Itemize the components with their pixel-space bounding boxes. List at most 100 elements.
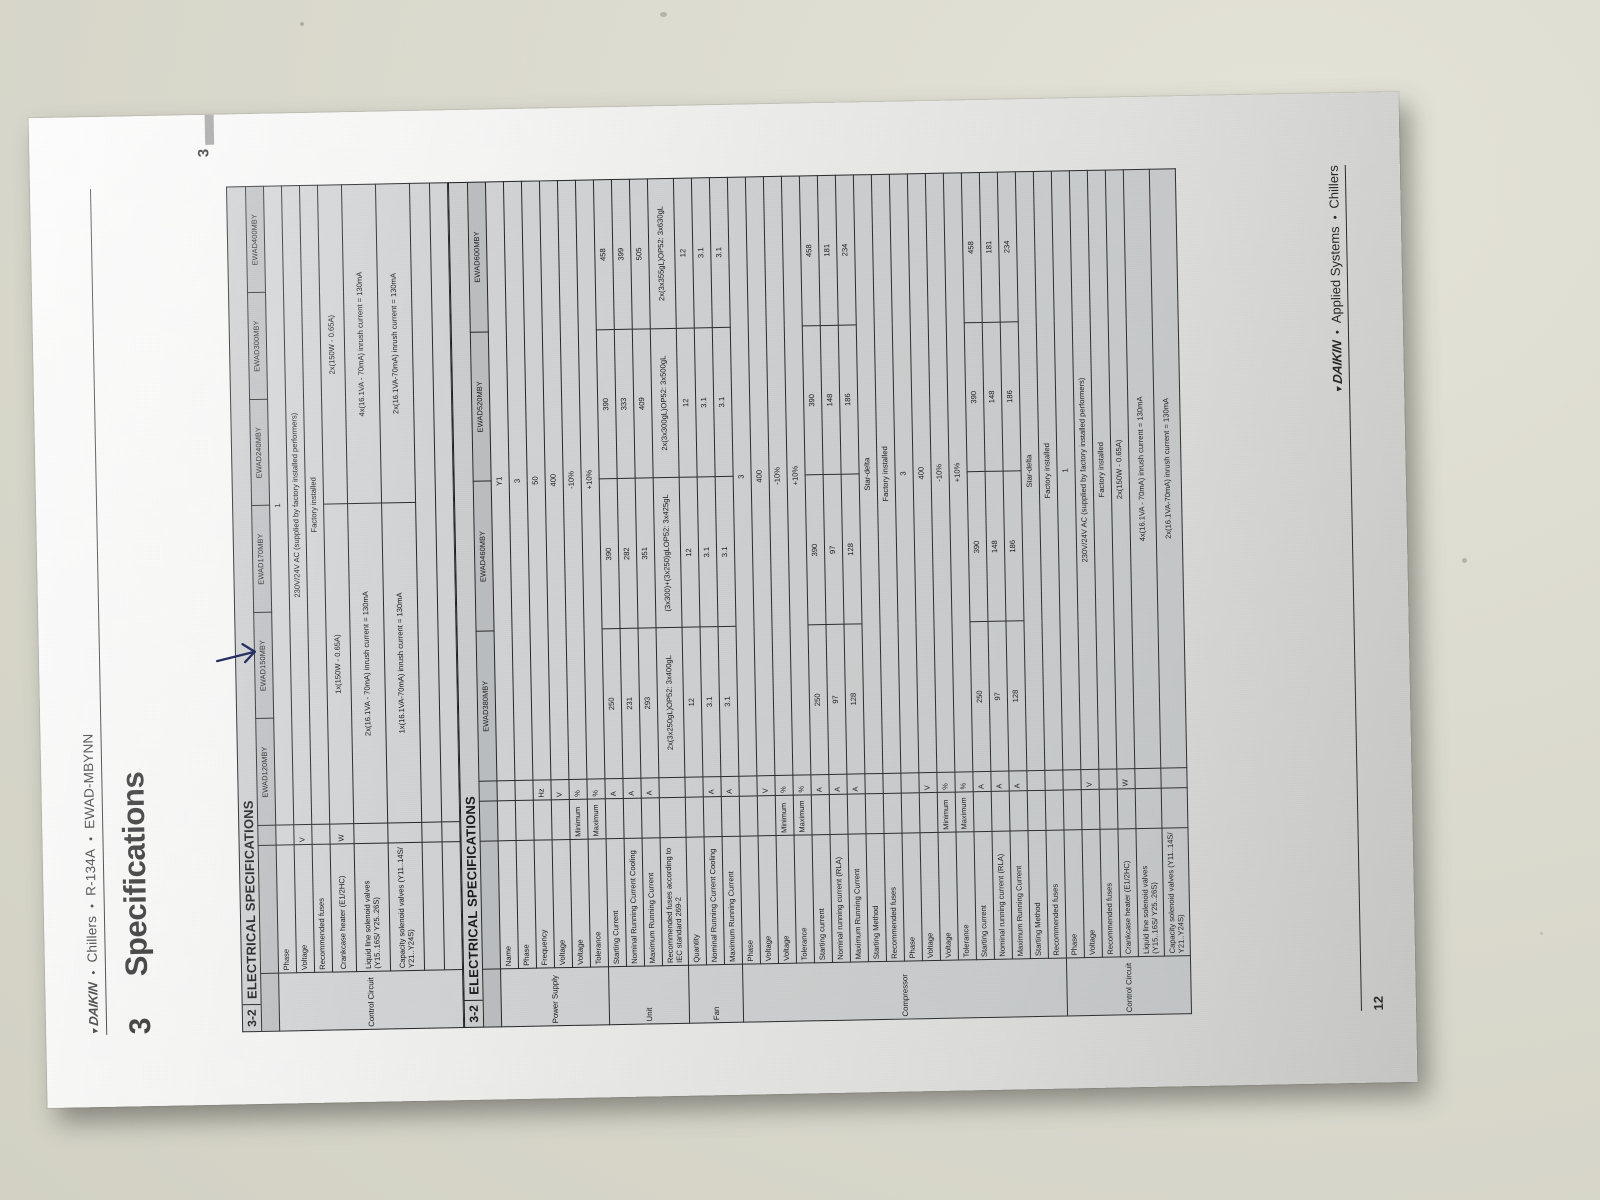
table2-s0-r2-unit: Hz <box>532 779 552 801</box>
header-separator: • <box>85 836 98 841</box>
table2-s0-r0-sub <box>497 800 517 841</box>
table2-s0-r5-sub: Maximum <box>587 798 607 840</box>
table2-s3-r5-unit: A <box>828 774 848 795</box>
table2-group-compressor: Compressor <box>742 957 1068 1023</box>
table1-col-2: EWAD170MBY <box>251 505 272 613</box>
table2-s2-r0-sub <box>685 796 705 838</box>
page-footer: DAIKIN • Applied Systems • Chillers <box>1325 164 1363 1012</box>
table2-number: 3-2 <box>464 999 484 1028</box>
table2-group-power-supply: Power Supply <box>500 966 610 1027</box>
table2-s3-r6-sub <box>847 793 867 835</box>
table2-s3-r13-sub <box>973 791 992 832</box>
table2-body: Power Supply Name Y1 Phase 3 Frequency Hz 50 Vol… <box>485 168 1192 1027</box>
table2-s3-r8-sub <box>883 793 903 834</box>
header-crumb-chillers: Chillers <box>83 915 100 963</box>
table1-corner-unit <box>257 825 277 846</box>
table2-wrapper: 3-2 ELECTRICAL SPECIFICATIONS EWAD380MBY… <box>447 168 1193 1029</box>
table2-s2-r1-sub <box>703 796 723 837</box>
table2-s4-r0-sub <box>1063 789 1082 830</box>
printed-page-photo: DAIKIN • Chillers • R-134A • EWAD-MBYNN … <box>28 91 1418 1109</box>
table2-s3-r2-sub: Minimum <box>775 795 795 836</box>
table2-s4-r4-label: Liquid line solenoid valves (Y15..16S/ Y… <box>1135 828 1165 957</box>
table2-s1-r0-unit: A <box>604 778 624 799</box>
table1-filler2-unit <box>441 821 461 842</box>
table2-corner-unit <box>478 780 498 802</box>
table2-s3-r1-unit: V <box>756 775 776 796</box>
table2-s0-r3-sub <box>551 799 571 840</box>
table2-s4-r2-sub <box>1099 788 1118 830</box>
page-number: 12 <box>1370 995 1386 1011</box>
table2-s3-r16-unit <box>1026 770 1046 791</box>
table1-col-4: EWAD300MBY <box>247 292 268 400</box>
table2-s0-r5-unit: % <box>586 778 606 800</box>
footer-crumb-applied-systems: Applied Systems <box>1326 226 1344 324</box>
table2-s3-r17-sub <box>1045 790 1064 831</box>
table2-s1-r2-sub <box>641 797 661 839</box>
table1-col-5: EWAD400MBY <box>245 186 266 294</box>
table2-s0-r4-unit: % <box>568 779 588 800</box>
table1-filler-label <box>422 841 445 971</box>
daikin-logo-footer: DAIKIN <box>1329 340 1345 394</box>
table2-s3-r14-sub <box>991 791 1010 832</box>
table2-s3-r1-sub <box>757 795 777 836</box>
table2-s3-r15-unit: A <box>1008 770 1028 792</box>
table1-row2-unit <box>311 824 331 845</box>
table2-s1-r2-unit: A <box>640 777 660 799</box>
table1-corner <box>260 973 280 1032</box>
table2-s3-r11-sub: Minimum <box>937 792 956 833</box>
table2-s3-r14-unit: A <box>990 771 1010 792</box>
table2-s3-r6-unit: A <box>846 773 866 795</box>
table2-s3-r13-unit: A <box>972 771 992 792</box>
table2-s4-r5-unit <box>1160 767 1188 789</box>
table1-number: 3-2 <box>242 1003 262 1032</box>
table2-s1-r1-unit: A <box>622 778 642 799</box>
table2-group-fan: Fan <box>688 964 744 1024</box>
table2-s4-r2-unit <box>1098 768 1118 790</box>
dust-speck <box>1540 932 1543 935</box>
table1-group-control-circuit: Control Circuit <box>278 969 464 1032</box>
table2-s3-r10-unit: V <box>918 772 938 793</box>
table2-title: ELECTRICAL SPECIFICATIONS <box>462 795 482 996</box>
table2-s4-r5-label: Capacity solenoid valves (Y11..14S/ Y21.… <box>1161 827 1191 957</box>
table1-row0-unit <box>275 824 295 846</box>
table2-s3-r9-sub <box>901 792 921 834</box>
table2-s2-r0-unit <box>684 776 704 798</box>
table2-s3-r7-unit <box>864 773 884 794</box>
table2-s3-r4-unit: A <box>810 774 830 795</box>
table2-s1-r3-c0: 2x(3x250gL)OP52: 3x400gL <box>656 627 685 778</box>
table1-row5-unit <box>387 822 423 843</box>
table2-s3-r3-unit: % <box>792 774 812 796</box>
table2-s0-r0-unit <box>496 780 516 801</box>
table1-row3-unit: W <box>329 823 355 845</box>
header-separator: • <box>86 903 99 909</box>
header-separator: • <box>87 970 101 975</box>
table2-s3-r0-sub <box>739 795 759 837</box>
table2-s3-r7-sub <box>865 793 885 834</box>
table2-s1-r3-sub <box>659 797 687 838</box>
table2-s1-r3-c1: (3x300)+(3x250)gLOP52: 3x425gL <box>653 477 683 629</box>
chapter-number: 3 <box>123 1017 158 1035</box>
table2-corner-sub <box>479 800 499 842</box>
table1-row1-unit: V <box>293 824 313 845</box>
table2-s4-r5-sub <box>1161 787 1188 829</box>
table1-row4-unit <box>353 822 389 844</box>
table2-s3-r11-unit: % <box>936 772 956 793</box>
table2-s3-r2-unit: % <box>774 775 794 796</box>
table2-s2-r1-unit: A <box>702 776 722 797</box>
table2-s2-r2-unit: A <box>720 776 740 797</box>
table1-title: ELECTRICAL SPECIFICATIONS <box>240 800 260 1000</box>
table2-group-control-circuit: Control Circuit <box>1066 955 1192 1016</box>
table2-s1-r1-sub <box>623 798 643 839</box>
dust-speck <box>1462 558 1467 563</box>
dust-speck <box>660 12 667 17</box>
table2-s0-r3-unit: V <box>550 779 570 800</box>
table1-wrapper: 3-2 ELECTRICAL SPECIFICATIONS EWAD120MBY… <box>225 182 465 1033</box>
table1-col-3: EWAD240MBY <box>249 399 270 507</box>
handwritten-arrow-annotation <box>215 643 256 664</box>
table2-s3-r12-unit: % <box>954 771 974 793</box>
table2-s3-r17-unit <box>1044 770 1064 791</box>
table1-filler2-label <box>442 841 463 970</box>
table2-s4-r1-unit: V <box>1080 769 1100 790</box>
table2-s4-r4-sub <box>1135 788 1162 829</box>
table2-s0-r1-unit <box>514 780 534 801</box>
